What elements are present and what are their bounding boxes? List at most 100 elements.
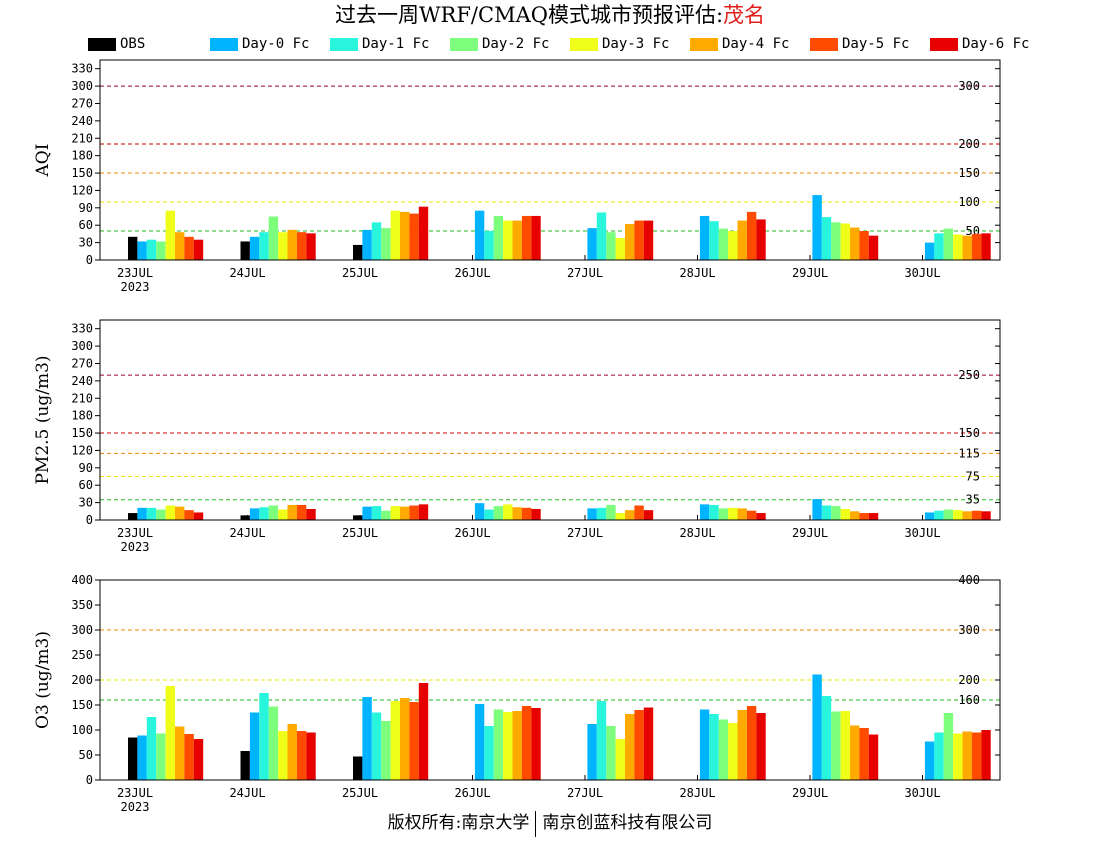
bar-day-6-fc (868, 513, 879, 520)
bar-day-0-fc (587, 508, 597, 520)
bar-day-0-fc (137, 241, 147, 260)
bar-day-3-fc (503, 220, 513, 260)
bar-obs (128, 236, 138, 260)
bar-day-3-fc (278, 232, 288, 260)
threshold-label: 75 (966, 470, 980, 484)
x-tick-label: 24JUL (229, 526, 265, 540)
bar-day-6-fc (981, 730, 991, 780)
bar-day-5-fc (409, 505, 419, 520)
bar-day-0-fc (362, 506, 372, 520)
bar-day-2-fc (943, 713, 954, 780)
bar-day-5-fc (409, 213, 419, 260)
threshold-label: 100 (958, 195, 980, 209)
bar-day-2-fc (381, 721, 391, 780)
bar-day-3-fc (615, 739, 625, 780)
bar-day-5-fc (634, 710, 644, 780)
y-tick-label: 300 (71, 339, 93, 353)
bar-day-0-fc (474, 210, 485, 260)
bar-day-6-fc (981, 511, 991, 520)
x-tick-label: 28JUL (679, 266, 715, 280)
bar-day-3-fc (390, 210, 400, 260)
bar-day-0-fc (924, 242, 935, 260)
x-tick-year-label: 2023 (121, 540, 150, 554)
footer-separator (535, 810, 537, 837)
y-tick-label: 120 (71, 183, 93, 197)
bar-day-6-fc (531, 708, 541, 780)
bar-day-0-fc (924, 741, 935, 780)
threshold-label: 150 (958, 166, 980, 180)
footer-copyright-left: 版权所有:南京大学 (387, 813, 530, 833)
bar-day-2-fc (718, 719, 729, 780)
bar-day-1-fc (259, 232, 269, 260)
bar-day-4-fc (175, 726, 185, 780)
bar-day-5-fc (859, 513, 869, 520)
bar-day-1-fc (934, 732, 944, 780)
bar-day-6-fc (868, 734, 879, 780)
bar-day-0-fc (699, 504, 710, 520)
bar-day-4-fc (400, 698, 410, 780)
legend-swatch (810, 38, 838, 51)
x-tick-label: 23JUL (117, 526, 153, 540)
bar-day-4-fc (287, 504, 297, 520)
legend-label: OBS (120, 36, 146, 52)
bar-day-3-fc (840, 223, 850, 260)
chart-title-prefix: 过去一周WRF/CMAQ模式城市预报评估: (334, 3, 724, 27)
bar-day-3-fc (953, 234, 963, 260)
x-tick-label: 30JUL (904, 526, 940, 540)
x-tick-label: 29JUL (792, 266, 828, 280)
bar-day-3-fc (503, 504, 513, 520)
y-tick-label: 200 (71, 673, 93, 687)
x-tick-label: 25JUL (342, 266, 378, 280)
legend-label: Day-1 Fc (362, 36, 430, 52)
x-tick-label: 23JUL (117, 266, 153, 280)
bar-day-3-fc (390, 506, 400, 520)
bar-day-2-fc (718, 228, 729, 260)
bar-day-1-fc (371, 222, 382, 260)
bar-day-4-fc (625, 224, 635, 260)
plot-frame (99, 319, 1001, 521)
bar-day-1-fc (484, 726, 494, 780)
bar-day-6-fc (306, 233, 316, 260)
y-tick-label: 0 (86, 513, 93, 527)
y-tick-label: 0 (86, 773, 93, 787)
bar-day-2-fc (943, 228, 954, 260)
threshold-label: 115 (958, 446, 980, 460)
bar-day-0-fc (924, 512, 935, 520)
bar-day-4-fc (737, 710, 747, 780)
legend-label: Day-5 Fc (842, 36, 910, 52)
bar-day-6-fc (306, 508, 316, 520)
bar-obs (240, 241, 250, 260)
bar-day-5-fc (971, 732, 982, 780)
bar-day-5-fc (409, 702, 419, 780)
panel-3: 16020030040005010015020025030035040023JU… (33, 573, 1001, 814)
bar-day-0-fc (249, 508, 260, 520)
y-tick-label: 0 (86, 253, 93, 267)
bar-day-3-fc (503, 712, 513, 780)
bar-day-2-fc (156, 241, 166, 260)
bar-day-6-fc (193, 512, 204, 520)
legend-swatch (330, 38, 358, 51)
bar-day-1-fc (821, 696, 832, 780)
bar-day-5-fc (746, 211, 757, 260)
y-tick-label: 330 (71, 322, 93, 336)
bar-day-4-fc (287, 229, 297, 260)
legend-label: Day-6 Fc (962, 36, 1030, 52)
y-tick-label: 30 (79, 236, 93, 250)
y-tick-label: 400 (71, 573, 93, 587)
bar-day-6-fc (868, 235, 879, 260)
bar-day-4-fc (287, 724, 297, 780)
bar-day-4-fc (962, 511, 972, 520)
bar-day-3-fc (728, 723, 738, 780)
bar-day-3-fc (953, 733, 963, 780)
bar-day-5-fc (184, 510, 194, 520)
bar-day-5-fc (521, 215, 532, 260)
legend-label: Day-0 Fc (242, 36, 310, 52)
threshold-label: 250 (958, 368, 980, 382)
threshold-label: 150 (958, 426, 980, 440)
bar-day-3-fc (840, 711, 850, 780)
bar-day-4-fc (625, 714, 635, 780)
bar-obs (353, 756, 363, 780)
bar-day-3-fc (615, 513, 625, 520)
bar-day-5-fc (521, 706, 532, 780)
